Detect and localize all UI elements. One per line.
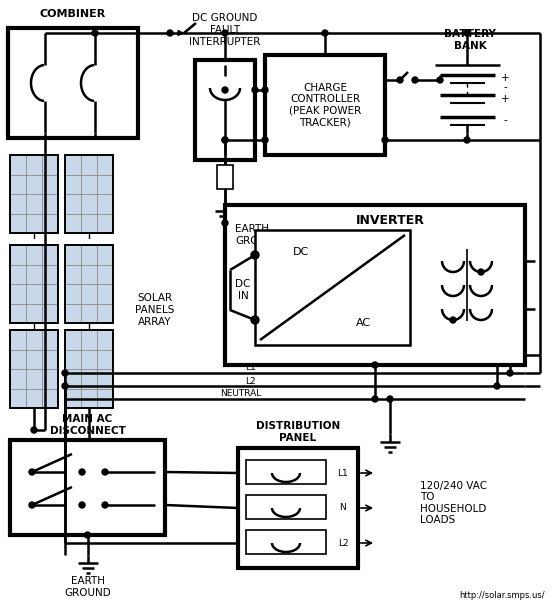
Text: DISTRIBUTION
PANEL: DISTRIBUTION PANEL: [256, 421, 340, 443]
Text: N: N: [339, 503, 347, 512]
Circle shape: [372, 396, 378, 402]
Text: L1: L1: [338, 468, 348, 478]
Bar: [217, 165, 233, 189]
Bar: [65, 245, 113, 323]
Bar: [65, 330, 113, 408]
Text: -: -: [503, 115, 507, 125]
Bar: [10, 155, 58, 233]
Text: BATTERY
BANK: BATTERY BANK: [444, 29, 496, 51]
Text: DC
IN: DC IN: [235, 279, 251, 301]
Circle shape: [412, 77, 418, 83]
Bar: [225, 205, 525, 365]
Circle shape: [102, 469, 108, 475]
Circle shape: [397, 77, 403, 83]
Circle shape: [262, 87, 268, 93]
Text: SOLAR
PANELS
ARRAY: SOLAR PANELS ARRAY: [136, 293, 175, 326]
Circle shape: [31, 427, 37, 433]
Text: COMBINER: COMBINER: [40, 9, 106, 19]
Bar: [10, 245, 58, 323]
Circle shape: [62, 383, 68, 389]
Circle shape: [222, 137, 228, 143]
Circle shape: [79, 469, 85, 475]
Circle shape: [167, 30, 173, 36]
Circle shape: [79, 502, 85, 508]
Text: INVERTER: INVERTER: [356, 215, 424, 228]
Bar: [65, 245, 113, 323]
Text: L1: L1: [245, 364, 256, 373]
Bar: [10, 155, 58, 233]
Circle shape: [464, 137, 470, 143]
Circle shape: [507, 370, 513, 376]
Circle shape: [450, 317, 456, 323]
Bar: [255, 230, 410, 345]
Text: -: -: [503, 82, 507, 92]
Circle shape: [29, 502, 35, 508]
Circle shape: [29, 469, 35, 475]
Bar: [246, 495, 326, 519]
Circle shape: [437, 77, 443, 83]
Bar: [65, 155, 113, 233]
Text: MAIN AC
DISCONNECT: MAIN AC DISCONNECT: [50, 414, 125, 436]
Circle shape: [372, 362, 378, 368]
Circle shape: [222, 87, 228, 93]
Bar: [265, 55, 385, 155]
Circle shape: [387, 396, 393, 402]
Text: +: +: [501, 73, 509, 83]
Circle shape: [251, 316, 259, 324]
Bar: [246, 530, 326, 554]
Text: 120/240 VAC
TO
HOUSEHOLD
LOADS: 120/240 VAC TO HOUSEHOLD LOADS: [420, 481, 487, 525]
Text: EARTH
GROUND: EARTH GROUND: [235, 224, 282, 246]
Circle shape: [494, 383, 500, 389]
Circle shape: [222, 137, 228, 143]
Circle shape: [251, 251, 259, 259]
Bar: [8, 28, 138, 138]
Text: +: +: [501, 94, 509, 104]
Circle shape: [222, 30, 228, 36]
Circle shape: [252, 87, 258, 93]
Text: DC: DC: [293, 247, 310, 257]
Circle shape: [102, 502, 108, 508]
Bar: [65, 155, 113, 233]
Circle shape: [62, 370, 68, 376]
Text: AC: AC: [356, 318, 371, 328]
Circle shape: [478, 269, 484, 275]
Bar: [65, 330, 113, 408]
Text: DC GROUND
FAULT
INTERRUPTER: DC GROUND FAULT INTERRUPTER: [189, 13, 261, 46]
Text: http://solar.smps.us/: http://solar.smps.us/: [459, 591, 545, 600]
Bar: [10, 330, 58, 408]
Bar: [246, 460, 326, 484]
Text: NEUTRAL: NEUTRAL: [220, 390, 262, 398]
Bar: [10, 440, 165, 535]
Text: L2: L2: [338, 539, 348, 548]
Circle shape: [322, 30, 328, 36]
Circle shape: [85, 532, 91, 538]
Circle shape: [92, 30, 98, 36]
Text: L2: L2: [245, 376, 255, 386]
Bar: [195, 60, 255, 160]
Circle shape: [382, 137, 388, 143]
Text: CHARGE
CONTROLLER
(PEAK POWER
TRACKER): CHARGE CONTROLLER (PEAK POWER TRACKER): [289, 82, 361, 127]
Circle shape: [262, 137, 268, 143]
Bar: [10, 330, 58, 408]
Circle shape: [464, 30, 470, 36]
Circle shape: [222, 220, 228, 226]
Bar: [238, 448, 358, 568]
Bar: [10, 245, 58, 323]
Text: EARTH
GROUND: EARTH GROUND: [64, 576, 111, 598]
Polygon shape: [178, 30, 183, 35]
